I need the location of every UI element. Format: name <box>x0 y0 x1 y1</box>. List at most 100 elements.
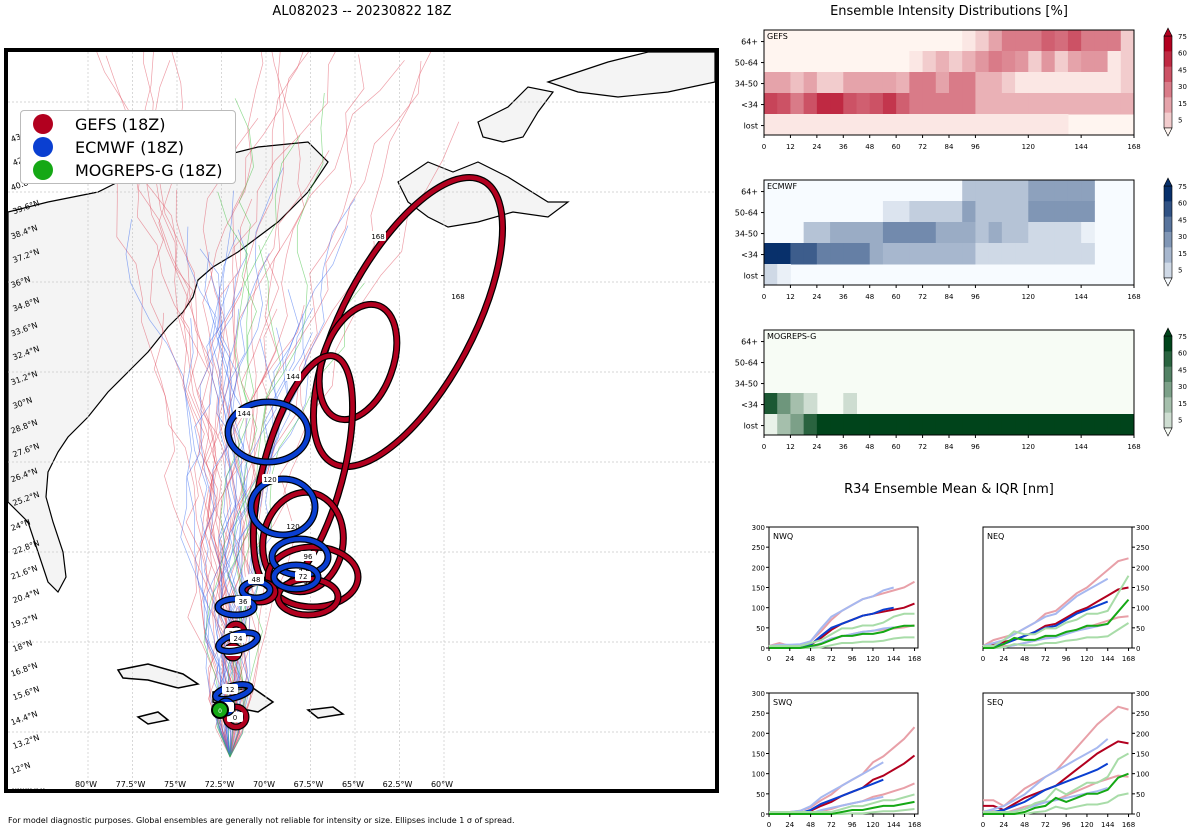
heatmap-cell <box>882 201 897 223</box>
r34-mean-line-ecmwf <box>982 762 1109 815</box>
heatmap-cell <box>869 222 884 244</box>
r34-panel-neq: NEQ 300 250 200 150 100 50 0 0 24 48 72 96 120 144 168 <box>981 524 1150 663</box>
heatmap-cell <box>869 93 884 115</box>
heatmap-cell <box>1094 72 1109 94</box>
heatmap-cell <box>869 243 884 265</box>
heatmap-cell <box>764 414 778 436</box>
heatmap-cell <box>922 51 937 73</box>
heatmap-cell <box>1067 414 1082 436</box>
legend-item-mogreps: MOGREPS-G (18Z) <box>33 159 222 181</box>
heatmap-cell <box>869 414 884 436</box>
heatmap-cell <box>1120 72 1135 94</box>
heatmap-cell <box>896 414 910 436</box>
ecmwf-ellipse-120-label-group: 120 <box>262 474 278 484</box>
heatmap-cell <box>1067 201 1082 223</box>
heatmap-cell <box>909 414 924 436</box>
island-puerto-rico <box>306 706 345 719</box>
colorbar-tick-label: 60 <box>1178 200 1187 208</box>
mogreps-member-track <box>229 92 325 758</box>
heatmap-xtick-label: 24 <box>812 293 821 301</box>
colorbar-segment <box>1164 397 1172 414</box>
heatmap-xtick-label: 0 <box>762 293 766 301</box>
heatmap-cell <box>1028 180 1042 202</box>
r34-ytick-label: 200 <box>1136 564 1149 572</box>
heatmap-row-label: 64+ <box>741 338 758 347</box>
heatmap-cell <box>882 72 897 94</box>
r34-ytick-label: 50 <box>756 625 765 633</box>
heatmap-cell <box>1001 30 1016 52</box>
gefs-member-track <box>221 52 432 758</box>
colorbar-arrow-top <box>1163 27 1173 37</box>
heatmap-cell <box>816 93 831 115</box>
heatmap-cell <box>1015 72 1029 94</box>
heatmap-cell <box>922 243 937 265</box>
colorbar-tick-label: 5 <box>1178 417 1182 425</box>
colorbar-segment <box>1164 336 1172 352</box>
colorbar-arrow-bottom <box>1163 427 1173 437</box>
r34-xtick-label: 144 <box>887 655 901 663</box>
heatmap-cell <box>856 114 871 136</box>
heatmap-cell <box>988 51 1003 73</box>
r34-ytick-label: 0 <box>761 811 765 819</box>
heatmap-cell <box>1015 222 1029 244</box>
heatmap-row-label: <34 <box>741 101 758 110</box>
heatmap-xtick-label: 96 <box>971 443 980 451</box>
heatmap-row-label: 34-50 <box>735 230 758 239</box>
heatmap-cell <box>949 93 963 115</box>
heatmap-row-label: <34 <box>741 401 758 410</box>
heatmap-cell <box>1067 30 1082 52</box>
gefs-ellipse-168-label-group: 168 <box>370 231 386 241</box>
colorbar-tick-label: 30 <box>1178 233 1187 241</box>
heatmap-cell <box>803 393 818 415</box>
colorbar-tick-label: 15 <box>1178 100 1187 108</box>
r34-iqr-line-ecmwf <box>768 586 894 647</box>
heatmap-model-label: MOGREPS-G <box>767 332 816 341</box>
heatmap-cell <box>803 222 818 244</box>
r34-xtick-label: 144 <box>1101 821 1115 829</box>
island-cuba <box>116 663 200 689</box>
heatmap-cell <box>1107 30 1122 52</box>
heatmap-row-label: lost <box>744 122 758 131</box>
heatmap-cell <box>1041 93 1056 115</box>
ecmwf-ellipse-48-label: 48 <box>252 576 261 584</box>
heatmap-cell <box>896 222 910 244</box>
heatmap-cell <box>962 114 976 136</box>
ecmwf-member-track <box>222 253 270 758</box>
r34-iqr-line-mogreps-g <box>983 575 1130 647</box>
ecmwf-ellipse-96-label-group: 96 <box>300 551 316 561</box>
ecmwf-ellipse-12-label-group: 12 <box>222 684 238 694</box>
mogreps-origin-label: 0 <box>218 708 222 715</box>
ecmwf-member-track <box>186 235 238 758</box>
heatmap-cell <box>882 222 897 244</box>
r34-iqr-line-mogreps-g <box>769 793 915 813</box>
heatmap-cell <box>830 72 844 94</box>
r34-iqr-line-ecmwf <box>982 738 1109 813</box>
colorbar-tick-label: 45 <box>1178 216 1187 224</box>
heatmap-cell <box>1028 201 1042 223</box>
track-map: 12°N 13.2°N 14.4°N 15.6°N 16.8°N 18°N 19.2°N 20… <box>4 48 719 793</box>
heatmap-cell <box>1081 201 1095 223</box>
heatmap-cell <box>856 414 871 436</box>
heatmap-cell <box>1094 93 1109 115</box>
heatmap-cell <box>975 201 990 223</box>
heatmap-cell <box>975 180 990 202</box>
colorbar-tick-label: 30 <box>1178 83 1187 91</box>
r34-xtick-label: 0 <box>981 821 985 829</box>
heatmap-xtick-label: 120 <box>1022 293 1035 301</box>
heatmap-cell <box>816 114 831 136</box>
heatmap-cell <box>1054 30 1069 52</box>
heatmap-cell <box>1081 222 1095 244</box>
ecmwf-ellipse-48-label-bg <box>248 574 264 584</box>
land-mass <box>477 86 555 143</box>
heatmap-xtick-label: 84 <box>945 293 954 301</box>
heatmap-cell <box>777 93 791 115</box>
heatmap-cell <box>1028 72 1042 94</box>
heatmap-cell <box>896 243 910 265</box>
heatmap-cell <box>830 414 844 436</box>
heatmap-cell <box>935 51 950 73</box>
heatmap-cell <box>935 201 950 223</box>
heatmap-cell <box>777 72 791 94</box>
r34-ytick-label: 250 <box>1136 710 1149 718</box>
ecmwf-member-track <box>216 229 248 758</box>
heatmap-xtick-label: 24 <box>812 143 821 151</box>
